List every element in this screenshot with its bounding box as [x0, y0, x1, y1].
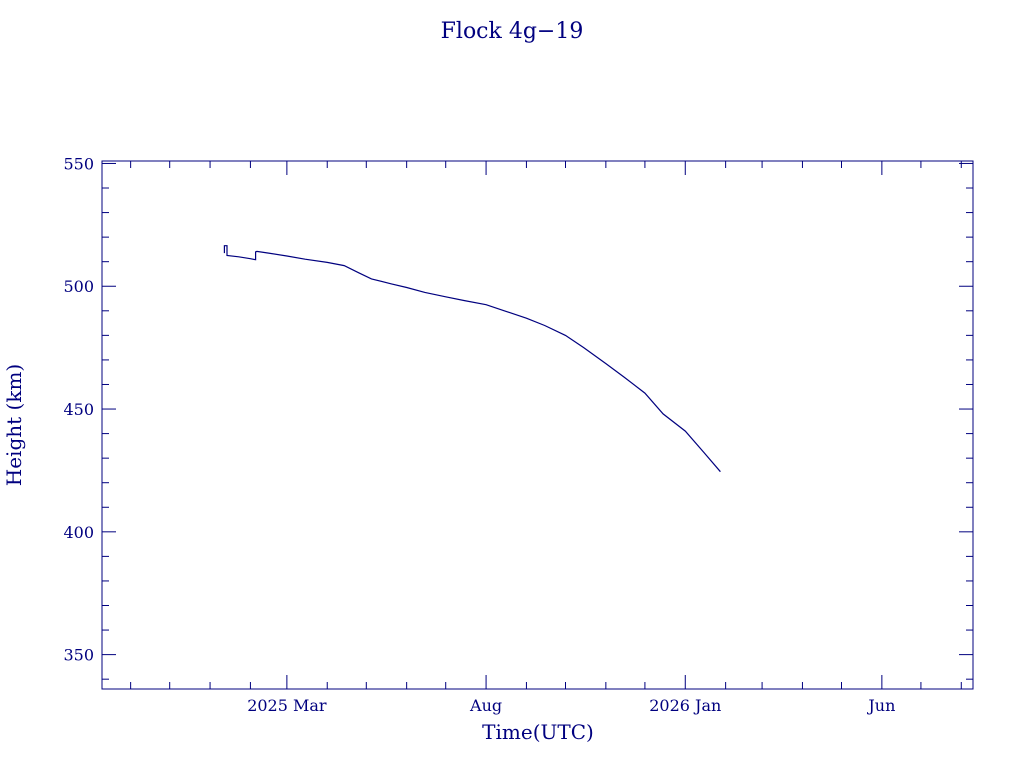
height-series-line: [223, 245, 721, 473]
tick-labels: 350 400 450 500 550 2025 Mar Aug 2026 Jan Jun: [63, 154, 895, 715]
chart-title: Flock 4g−19: [441, 19, 584, 44]
y-tick-label: 350: [63, 646, 94, 665]
x-tick-label: Aug: [469, 696, 502, 715]
y-tick-label: 550: [63, 154, 94, 173]
axis-ticks: [102, 161, 973, 689]
y-tick-label: 450: [63, 400, 94, 419]
y-axis-label: Height (km): [2, 364, 26, 486]
x-tick-label: 2026 Jan: [649, 696, 721, 715]
x-axis-label: Time(UTC): [482, 720, 594, 744]
x-tick-label: 2025 Mar: [247, 696, 327, 715]
plot-frame: [101, 160, 974, 690]
x-tick-label: Jun: [866, 696, 895, 715]
y-tick-label: 400: [63, 523, 94, 542]
y-tick-label: 500: [63, 277, 94, 296]
